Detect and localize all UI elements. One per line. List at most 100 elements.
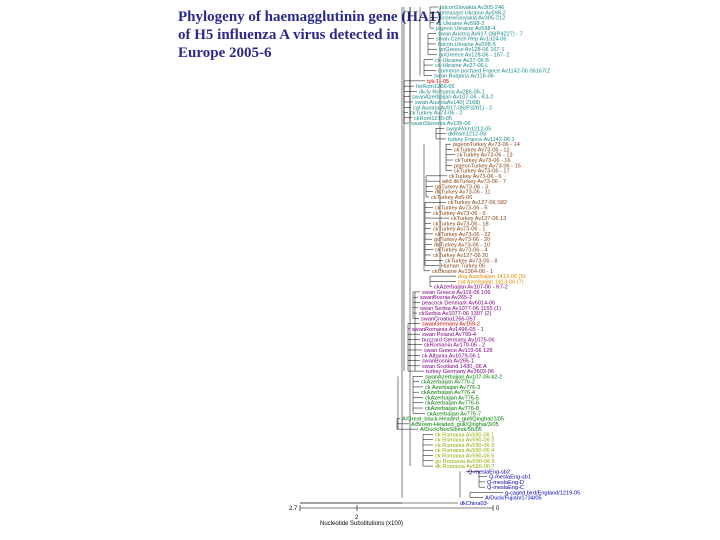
leaf-label: ckSerbia Av1077-06 1307 (2) [419, 311, 491, 317]
leaf-label: ck Romania Av590-06 2 [435, 438, 494, 444]
leaf-label: swanAzerbaijan Av107-06-k2-2 [425, 374, 502, 380]
leaf-label: ckRomania Av170-06 - 2 [424, 343, 485, 349]
leaf-label: ck Azerbaijan Av776-3 [425, 385, 480, 391]
title-line-2: of H5 influenza A virus detected in [178, 27, 399, 43]
leaf-label: ckTurkey Av73-06 - 13 [457, 153, 513, 159]
leaf-label: q-caged bird/England/1219-05 [505, 490, 580, 496]
leaf-label: dog Azerbaijan 1413-06 (6) [458, 274, 526, 280]
title-line-3: Europe 2005-6 [178, 45, 272, 61]
leaf-label: dkTurkey Av73-06 - 10 [434, 242, 490, 248]
title-line-1: Phylogeny of haemagglutinin gene (HA1) [178, 9, 442, 25]
leaf-label: ckTurkey Av73-06 - 18 [433, 221, 489, 227]
leaf-label: ckTurkey Av73-06 - 6 [449, 174, 502, 180]
leaf-label: ckTurkey Av5-06 [431, 195, 472, 201]
leaf-label: ck Ukraine Av598-3 [436, 21, 484, 27]
leaf-label: dk Romania Av590-06 7 [435, 464, 495, 470]
leaf-label: ckTurkey Av73-06 - 4 [435, 248, 488, 254]
leaf-label: ckTurkey Av127-06 S82 [448, 200, 507, 206]
leaf-label: goTurkey Av73-06 - 3 [435, 184, 488, 190]
leaf-label: swanRom1212-05 [446, 126, 491, 132]
leaf-label: ckAzerbaijan Av107-06 - K7-2 [434, 285, 508, 291]
leaf-label: common pochard France Av1142-06 06167(2 [438, 68, 550, 74]
leaf-label: Q-meslaEng-sb1 [489, 475, 531, 481]
leaf-label: dk-ly Romania Av286-06-1 [419, 89, 485, 95]
leaf-label: ckAzerbaijan Av776-6 [425, 401, 479, 407]
leaf-label: Human Turkey 06 [441, 264, 485, 270]
leaf-label: ck-Ukraine Av27-06 L [435, 63, 488, 69]
leaf-label: ck Romania Av590-06 4 [435, 448, 494, 454]
leaf-label: buzzard Germany Av1075-06 [422, 337, 495, 343]
leaf-label: ckAzerbaijan Av776-7 [427, 411, 481, 417]
leaf-label: swanRomania Av1496-05 - 1 [412, 327, 484, 333]
leaf-label: swanSlovenia Av136-06 [411, 121, 471, 127]
leaf-label: ckAzerbaijan Av776-4 [421, 390, 475, 396]
scale-tick-label: 2 [355, 515, 359, 521]
leaf-label: pigeonTurkey Av73-06 - 14 [453, 142, 520, 148]
leaf-label: tinsewSlovakia Av305-212 [440, 16, 505, 22]
leaf-label: ckAzerbaijan Av776-2 [421, 380, 475, 386]
leaf-label: A/Great_black-Headed_gull/Qinghai/2/05 [402, 417, 504, 423]
leaf-label: ckTurkey Av73-06 - 1 [433, 227, 486, 233]
leaf-label: ckAzerbaijan Av776-5 [425, 395, 479, 401]
leaf-label: dkChina03- [460, 501, 489, 507]
leaf-label: swan Austria Av917-06(P4227) - 7 [438, 31, 523, 37]
leaf-label: ck Romania Av590-06 3 [435, 443, 494, 449]
leaf-label: ckRom1210-05 [414, 116, 452, 122]
leaf-label: Q-meslaEng-sb2 [468, 469, 510, 475]
leaf-label: ck Albania Av1079-06 1 [422, 353, 480, 359]
leaf-label: turkey France Av1142-06 1 [448, 137, 515, 143]
leaf-label: pigeonTurkey Av73-06 - 15 [454, 163, 521, 169]
leaf-label: ckTurkey Av127-06 20 [433, 253, 488, 259]
scale-axis-title: Nucleotide Substitutions (x100) [320, 521, 403, 527]
leaf-label: pheasant Ukraine Av598-2 [440, 10, 506, 16]
leaf-label: swanBosnia Av265-1 [422, 359, 474, 365]
leaf-label: swan Scotland 1430_06 A [422, 364, 487, 370]
leaf-label: swan Poland Av799-4 [422, 332, 476, 338]
leaf-label: swanGermany Av159-2 [422, 322, 480, 328]
leaf-label: A/Duck/Fujian/1734/05 [485, 496, 542, 502]
leaf-label: ck-Ukraine Av27-06 B [435, 58, 489, 64]
leaf-label: falconSlovakia Av305-246 [440, 5, 504, 11]
leaf-label: dkTurkey Av73-06 - 11 [435, 190, 491, 196]
leaf-label: ckTurkey Av73-06 - 16 [455, 158, 511, 164]
leaf-label: goTurkey Av73-06 - 20 [434, 237, 490, 243]
leaf-label: goGreece Av128-06 - 167- 2 [439, 52, 510, 58]
leaf-label: ckTurkey Av73-06 - 22 [435, 232, 491, 238]
leaf-label: swan Greece Av119-06 128 [424, 348, 493, 354]
leaf-label: Q-meslaEng-C [487, 485, 524, 491]
leaf-label: ckTurkey Av73-06 - 8 [445, 258, 498, 264]
leaf-label: dkRom1212-05 [448, 132, 486, 138]
leaf-label: swan Bulgaria Av118-06 [434, 74, 494, 80]
leaf-label: swanCroatia1266-05T [421, 316, 477, 322]
leaf-label: swan Greece Av119-06 106 [422, 290, 491, 296]
leaf-label: ck Romania Av590-06 1 [435, 432, 494, 438]
leaf-label: swan Serbia Av1077-06 1155 (1) [420, 306, 501, 312]
leaf-label: go Romania Av590-06 6 [435, 459, 495, 465]
leaf-label: ckAzerbaijan Av776-8 [425, 406, 479, 412]
leaf-label: Q-meslaEng-D [487, 480, 524, 486]
scale-left-label: 2.7 [289, 506, 298, 512]
leaf-label: A/Brown-Headed_gull/Qinghai/3/05 [411, 422, 499, 428]
leaf-label: ck Romania Av590-06 5 [435, 454, 494, 460]
slide-title: Phylogeny of haemagglutinin gene (HA1) o… [178, 8, 442, 62]
leaf-label: pigeon Ukraine Av598-4 [436, 26, 496, 32]
leaf-label: tyk-1--05 [427, 79, 449, 85]
leaf-label: ckTurkey Av73-06 - 12 [454, 147, 510, 153]
leaf-label: falcon Ukraine Av598-5 [438, 42, 496, 48]
leaf-label: ckTurkey Av73-06 - 17 [454, 169, 510, 175]
leaf-label: swan AustriaAv140( 2168) [415, 100, 480, 106]
leaf-label: swanBosnia Av265-2 [420, 295, 472, 301]
leaf-label: cat Austria Av917-06(P3201) - 2 [413, 105, 492, 111]
leaf-label: ckTurkey Av127-06 13 [451, 216, 506, 222]
scale-right-label: 0 [496, 506, 500, 512]
leaf-label: ckTurkey Av73-06 - 2 [410, 111, 463, 117]
leaf-label: A/Duck/NovSibirsk/56/05 [420, 427, 482, 433]
leaf-label: heRom1266-05 [416, 84, 455, 90]
leaf-label: goGreece Av128-06 167-1 [439, 47, 505, 53]
leaf-label: peacock Denmark Av6014-06 [422, 300, 495, 306]
leaf-label: ckUkraine Av1364-06 - 1 [432, 269, 493, 275]
leaf-label: wild dkTurkey Av73-06 - 7 [441, 179, 506, 185]
leaf-label: cat Azerbaijan 1413-06 (7) [458, 279, 524, 285]
